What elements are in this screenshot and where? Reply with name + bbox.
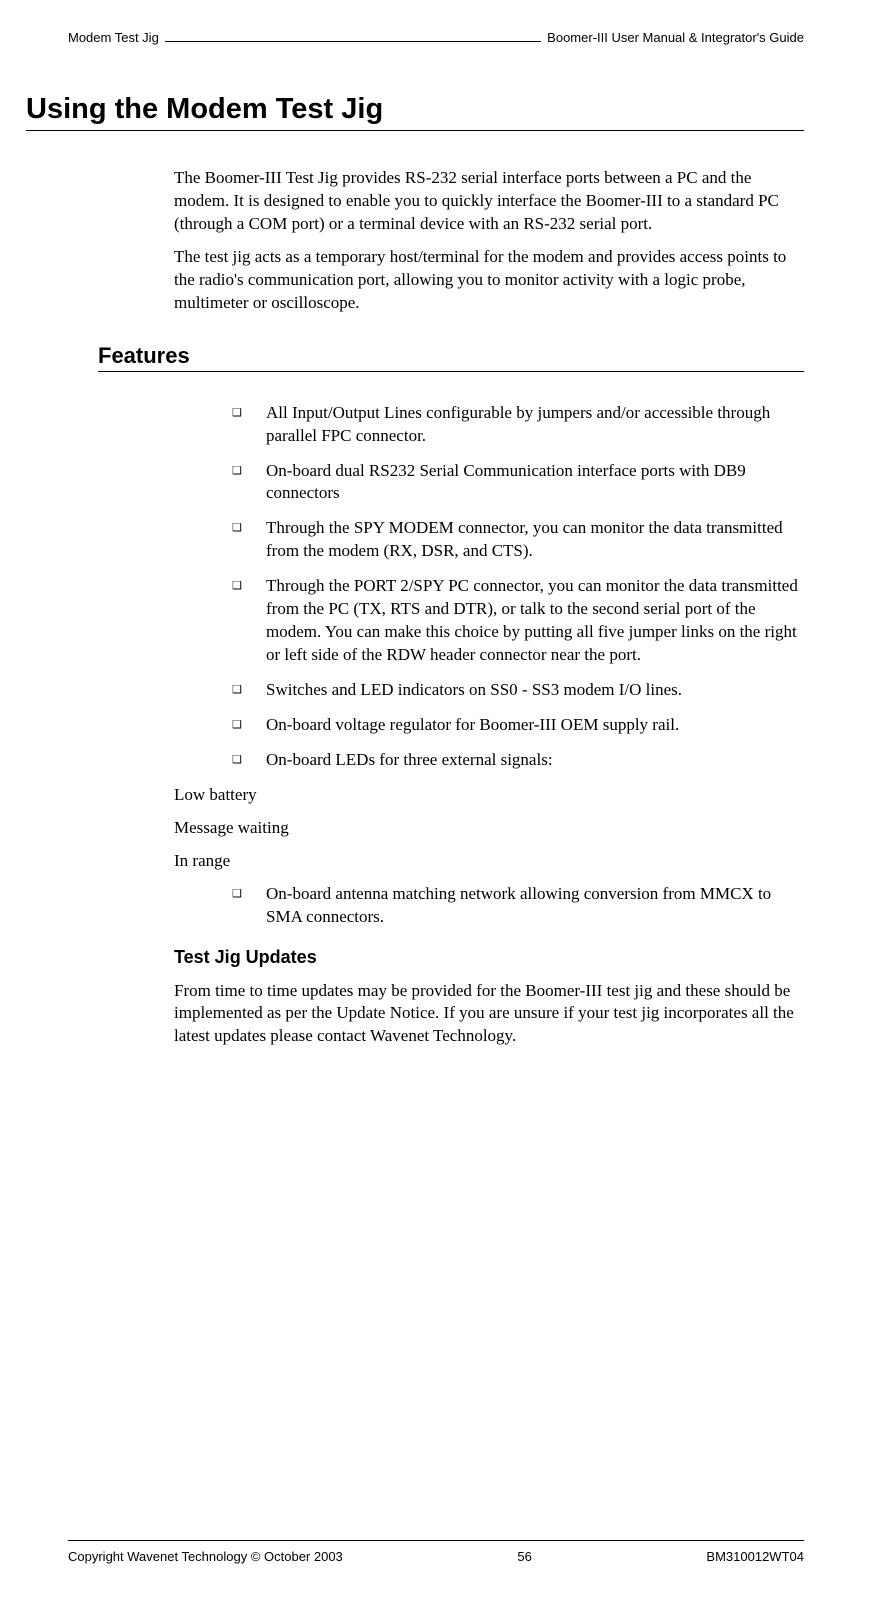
bullet-icon: ❑ <box>232 460 266 506</box>
list-item-text: On-board voltage regulator for Boomer-II… <box>266 714 804 737</box>
list-item: ❑ On-board dual RS232 Serial Communicati… <box>232 460 804 506</box>
intro-block: The Boomer-III Test Jig provides RS-232 … <box>174 167 804 315</box>
bullet-icon: ❑ <box>232 517 266 563</box>
list-item-text: All Input/Output Lines configurable by j… <box>266 402 804 448</box>
intro-paragraph-2: The test jig acts as a temporary host/te… <box>174 246 804 315</box>
list-item-text: On-board antenna matching network allowi… <box>266 883 804 929</box>
list-item: ❑ All Input/Output Lines configurable by… <box>232 402 804 448</box>
updates-heading: Test Jig Updates <box>174 947 804 968</box>
list-item: ❑ On-board voltage regulator for Boomer-… <box>232 714 804 737</box>
footer-left: Copyright Wavenet Technology © October 2… <box>68 1549 343 1564</box>
list-item: ❑ On-board LEDs for three external signa… <box>232 749 804 772</box>
list-item-text: Switches and LED indicators on SS0 - SS3… <box>266 679 804 702</box>
header-rule <box>165 41 541 42</box>
bullet-icon: ❑ <box>232 679 266 702</box>
bullet-icon: ❑ <box>232 714 266 737</box>
page-header: Modem Test Jig Boomer-III User Manual & … <box>68 30 804 45</box>
page: Modem Test Jig Boomer-III User Manual & … <box>0 0 872 1604</box>
updates-block: From time to time updates may be provide… <box>174 980 804 1049</box>
features-tail-list: ❑ On-board antenna matching network allo… <box>232 883 804 929</box>
footer-page-number: 56 <box>517 1549 531 1564</box>
list-item-text: On-board dual RS232 Serial Communication… <box>266 460 804 506</box>
features-list: ❑ All Input/Output Lines configurable by… <box>232 402 804 772</box>
list-item: ❑ Switches and LED indicators on SS0 - S… <box>232 679 804 702</box>
header-right: Boomer-III User Manual & Integrator's Gu… <box>547 30 804 45</box>
bullet-icon: ❑ <box>232 883 266 929</box>
list-item: ❑ Through the PORT 2/SPY PC connector, y… <box>232 575 804 667</box>
page-footer: Copyright Wavenet Technology © October 2… <box>68 1540 804 1564</box>
list-item-text: Through the SPY MODEM connector, you can… <box>266 517 804 563</box>
list-item: ❑ Through the SPY MODEM connector, you c… <box>232 517 804 563</box>
bullet-icon: ❑ <box>232 575 266 667</box>
led-signal-line: In range <box>174 850 804 873</box>
list-item: ❑ On-board antenna matching network allo… <box>232 883 804 929</box>
list-item-text: Through the PORT 2/SPY PC connector, you… <box>266 575 804 667</box>
list-item-text: On-board LEDs for three external signals… <box>266 749 804 772</box>
intro-paragraph-1: The Boomer-III Test Jig provides RS-232 … <box>174 167 804 236</box>
bullet-icon: ❑ <box>232 749 266 772</box>
led-signal-line: Message waiting <box>174 817 804 840</box>
led-signal-line: Low battery <box>174 784 804 807</box>
header-left: Modem Test Jig <box>68 30 159 45</box>
features-heading: Features <box>98 343 804 372</box>
updates-paragraph: From time to time updates may be provide… <box>174 980 804 1049</box>
page-title: Using the Modem Test Jig <box>26 93 804 131</box>
footer-right: BM310012WT04 <box>706 1549 804 1564</box>
bullet-icon: ❑ <box>232 402 266 448</box>
